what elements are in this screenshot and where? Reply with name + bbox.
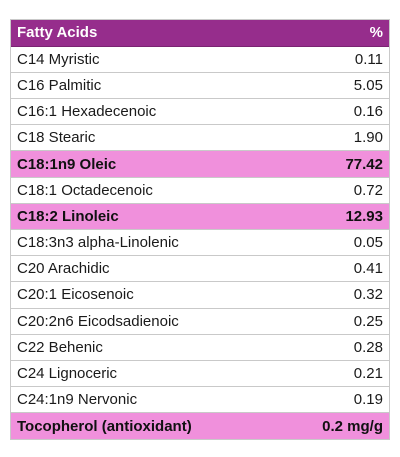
- table-row: C24:1n9 Nervonic 0.19: [11, 386, 389, 414]
- fatty-acid-name: C18:1 Octadecenoic: [11, 177, 283, 204]
- fatty-acid-percent: 0.32: [282, 281, 389, 309]
- fatty-acid-name: C16:1 Hexadecenoic: [11, 98, 283, 126]
- fatty-acid-percent: 0.72: [282, 177, 389, 204]
- fatty-acid-percent: 0.11: [282, 46, 389, 73]
- footer-name-cell: Tocopherol (antioxidant): [11, 412, 283, 439]
- fatty-acid-percent: 0.16: [282, 98, 389, 126]
- fatty-acid-name: C18:2 Linoleic: [11, 203, 283, 231]
- fatty-acid-name: C18:3n3 alpha-Linolenic: [11, 229, 283, 257]
- fatty-acid-percent: 0.05: [282, 229, 389, 257]
- fatty-acids-table-frame: Fatty Acids % C14 Myristic 0.11 C16 Palm…: [10, 19, 390, 440]
- fatty-acid-name: C20:2n6 Eicodsadienoic: [11, 308, 283, 335]
- table-row-highlighted: C18:1n9 Oleic 77.42: [11, 150, 389, 178]
- table-row-highlighted: C18:2 Linoleic 12.93: [11, 203, 389, 231]
- header-name-cell: Fatty Acids: [11, 20, 283, 47]
- fatty-acid-percent: 0.25: [282, 308, 389, 335]
- fatty-acid-percent: 0.21: [282, 360, 389, 388]
- fatty-acid-name: C24 Lignoceric: [11, 360, 283, 388]
- fatty-acid-percent: 77.42: [282, 150, 389, 178]
- fatty-acid-percent: 1.90: [282, 124, 389, 152]
- table-row: C16 Palmitic 5.05: [11, 72, 389, 100]
- table-row: C14 Myristic 0.11: [11, 46, 389, 73]
- fatty-acid-percent: 0.41: [282, 255, 389, 283]
- fatty-acid-percent: 0.28: [282, 334, 389, 361]
- table-row: C24 Lignoceric 0.21: [11, 360, 389, 388]
- fatty-acid-name: C20:1 Eicosenoic: [11, 281, 283, 309]
- fatty-acid-name: C18:1n9 Oleic: [11, 150, 283, 178]
- table-row: C18 Stearic 1.90: [11, 124, 389, 152]
- fatty-acids-table: Fatty Acids % C14 Myristic 0.11 C16 Palm…: [11, 20, 389, 439]
- fatty-acid-name: C20 Arachidic: [11, 255, 283, 283]
- header-value-cell: %: [282, 20, 389, 47]
- table-row: C20:1 Eicosenoic 0.32: [11, 281, 389, 309]
- table-row: C20 Arachidic 0.41: [11, 255, 389, 283]
- fatty-acid-name: C22 Behenic: [11, 334, 283, 361]
- table-row: C16:1 Hexadecenoic 0.16: [11, 98, 389, 126]
- table-header-row: Fatty Acids %: [11, 20, 389, 47]
- table-row: C20:2n6 Eicodsadienoic 0.25: [11, 308, 389, 335]
- fatty-acid-name: C16 Palmitic: [11, 72, 283, 100]
- fatty-acid-percent: 5.05: [282, 72, 389, 100]
- fatty-acid-name: C18 Stearic: [11, 124, 283, 152]
- table-footer-row: Tocopherol (antioxidant) 0.2 mg/g: [11, 412, 389, 439]
- footer-value-cell: 0.2 mg/g: [282, 412, 389, 439]
- table-row: C18:3n3 alpha-Linolenic 0.05: [11, 229, 389, 257]
- table-row: C18:1 Octadecenoic 0.72: [11, 177, 389, 204]
- fatty-acid-percent: 0.19: [282, 386, 389, 414]
- table-row: C22 Behenic 0.28: [11, 334, 389, 361]
- fatty-acid-name: C24:1n9 Nervonic: [11, 386, 283, 414]
- fatty-acid-percent: 12.93: [282, 203, 389, 231]
- fatty-acid-name: C14 Myristic: [11, 46, 283, 73]
